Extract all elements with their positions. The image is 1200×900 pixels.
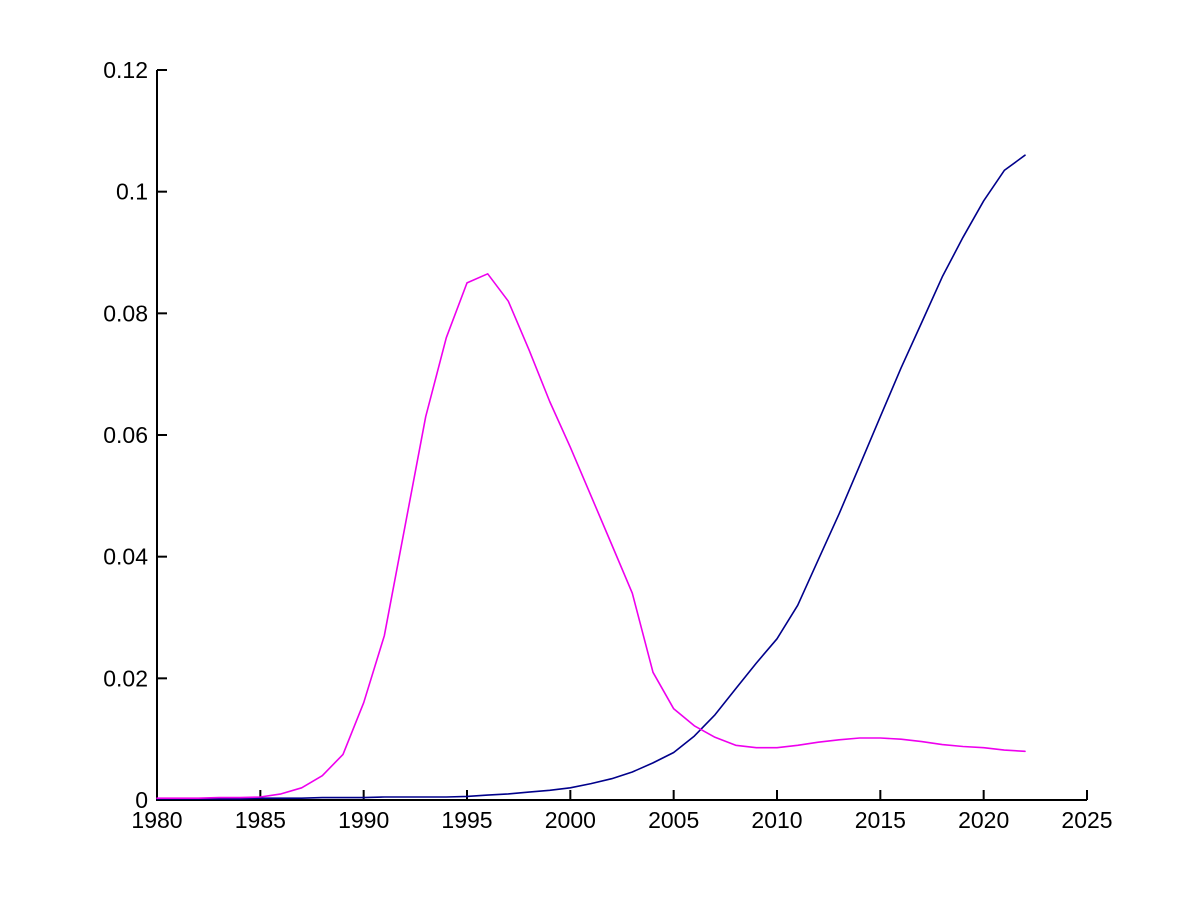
x-tick-label: 2000 <box>545 807 596 833</box>
x-tick-label: 1985 <box>235 807 286 833</box>
y-tick-label: 0.08 <box>103 300 148 326</box>
series-magenta-line <box>156 272 1026 800</box>
y-tick-label: 0.1 <box>116 179 148 205</box>
x-tick-label: 2020 <box>958 807 1009 833</box>
x-tick-label: 1995 <box>441 807 492 833</box>
series-navy-line <box>156 154 1026 800</box>
x-tick-label: 1990 <box>338 807 389 833</box>
y-tick-label: 0.12 <box>103 57 148 83</box>
x-tick-label: 2025 <box>1061 807 1112 833</box>
x-tick-label: 2015 <box>855 807 906 833</box>
x-tick-label: 2010 <box>751 807 802 833</box>
y-tick-label: 0.02 <box>103 665 148 691</box>
y-tick-label: 0 <box>135 787 148 813</box>
x-tick-label: 2005 <box>648 807 699 833</box>
y-tick-label: 0.06 <box>103 422 148 448</box>
y-tick-label: 0.04 <box>103 544 148 570</box>
x-tick-label: 1980 <box>131 807 182 833</box>
